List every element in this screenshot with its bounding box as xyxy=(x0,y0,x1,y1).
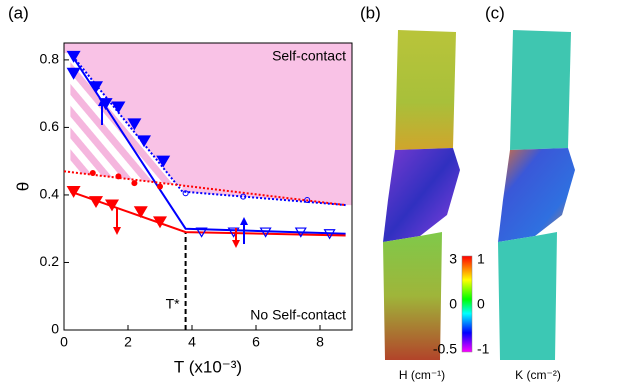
y-tick-label: 0.8 xyxy=(40,51,60,67)
marker xyxy=(90,170,96,176)
annotation: No Self-contact xyxy=(250,307,346,323)
marker xyxy=(115,173,121,179)
x-tick-label: 2 xyxy=(124,334,132,350)
annotation: T* xyxy=(166,296,181,312)
colorbar-tick-label: -1 xyxy=(477,341,490,357)
panel-label: (b) xyxy=(360,3,381,22)
arrow-head xyxy=(113,227,121,235)
panel-label: (c) xyxy=(485,3,505,22)
colorbar xyxy=(462,256,472,352)
colorbar-label: K (cm⁻²) xyxy=(515,368,561,382)
annotation: Self-contact xyxy=(272,48,346,64)
x-tick-label: 6 xyxy=(252,334,260,350)
colorbar-tick-label: 3 xyxy=(449,251,457,267)
panel-label: (a) xyxy=(8,3,29,22)
colorbar-tick-label: 1 xyxy=(477,251,485,267)
marker xyxy=(157,184,163,190)
arrow-head xyxy=(232,240,240,248)
colorbar-label: H (cm⁻¹) xyxy=(399,368,445,382)
marker xyxy=(67,186,81,198)
x-tick-label: 4 xyxy=(188,334,196,350)
ribbon-image-k xyxy=(498,30,575,360)
x-tick-label: 0 xyxy=(60,334,68,350)
x-axis-label: T (x10⁻³) xyxy=(174,357,242,376)
figure: 0 2 4 6 8 0 0.2 0.4 0.6 0.8 T (x10⁻³) θ (a) Self-cont… xyxy=(0,0,620,388)
y-axis-label: θ xyxy=(13,182,32,191)
y-tick-label: 0.6 xyxy=(40,118,60,134)
y-tick-label: 0.2 xyxy=(40,253,60,269)
colorbar-tick-label: 0 xyxy=(477,296,485,312)
y-tick-label: 0.4 xyxy=(40,186,60,202)
y-tick-label: 0 xyxy=(51,321,59,337)
colorbar-tick-label: -0.5 xyxy=(433,341,457,357)
chart-panel: 0 2 4 6 8 0 0.2 0.4 0.6 0.8 T (x10⁻³) θ (a) Self-cont… xyxy=(8,3,352,376)
arrow-head xyxy=(240,217,248,225)
x-tick-label: 8 xyxy=(316,334,324,350)
marker xyxy=(131,180,137,186)
marker xyxy=(134,206,148,218)
colorbar-tick-label: 0 xyxy=(449,296,457,312)
